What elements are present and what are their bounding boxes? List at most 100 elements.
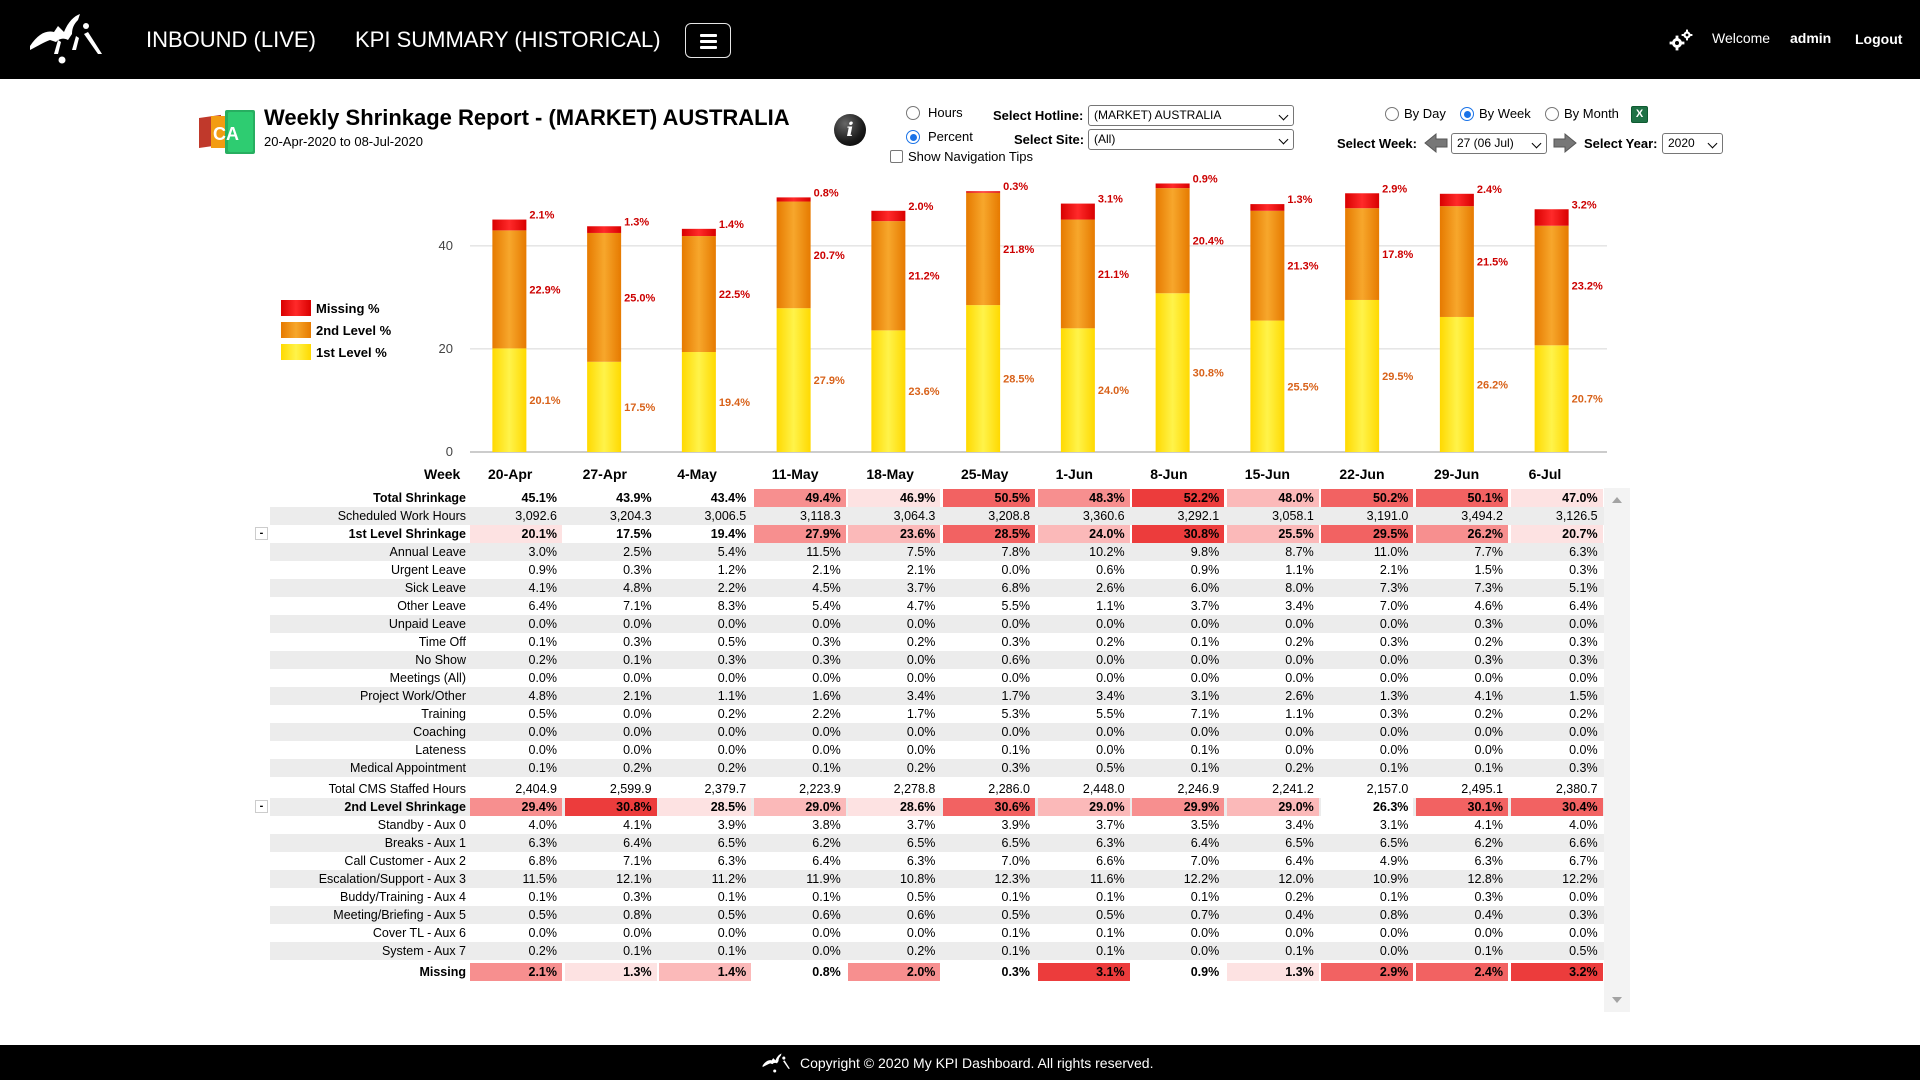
site-select[interactable]: (All)	[1088, 129, 1294, 150]
table-cell: 43.4%	[659, 489, 752, 507]
table-cell: 0.0%	[717, 725, 747, 739]
table-cell: 0.0%	[623, 926, 652, 940]
table-row: Standby - Aux 0 4.0% 4.1% 3.9% 3.8% 3.7% 3.9% 3…	[270, 816, 1604, 834]
table-cell: 0.0%	[1379, 617, 1409, 631]
table-cell: 3.7%	[906, 818, 936, 832]
first-level-bar	[776, 308, 811, 452]
missing-bar	[1250, 204, 1285, 211]
table-cell: 52.2%	[1132, 489, 1225, 507]
collapse-toggle-button[interactable]: -	[255, 527, 268, 540]
row-label: Total CMS Staffed Hours	[328, 782, 466, 796]
first-level-bar	[492, 348, 527, 452]
table-cell: 1.1%	[717, 689, 747, 703]
by-day-label: By Day	[1404, 106, 1446, 121]
table-scrollbar[interactable]	[1604, 488, 1630, 1012]
missing-value-label: 2.0%	[908, 201, 933, 213]
welcome-text: Welcome	[1712, 30, 1771, 46]
week-header: Week	[424, 466, 461, 482]
table-cell: 0.0%	[528, 743, 558, 757]
table-cell: 6.2%	[812, 836, 841, 850]
column-header: 15-Jun	[1244, 466, 1290, 482]
table-cell: 1.3%	[1226, 963, 1319, 981]
table-cell: 0.3%	[1474, 617, 1504, 631]
table-cell: 0.0%	[1379, 944, 1409, 958]
table-cell: 5.4%	[717, 545, 747, 559]
table-cell: 0.0%	[1379, 926, 1409, 940]
table-cell: 0.3%	[1474, 890, 1504, 904]
missing-value-label: 0.3%	[1003, 181, 1028, 193]
radio-hours[interactable]	[906, 106, 920, 120]
app-logo-icon[interactable]	[28, 10, 108, 68]
missing-bar	[1155, 183, 1190, 189]
collapse-toggle-button[interactable]: -	[255, 800, 268, 813]
year-value: 2020	[1668, 136, 1695, 150]
table-cell: 0.3%	[1001, 761, 1031, 775]
table-cell: 0.1%	[528, 761, 558, 775]
table-cell: 6.3%	[1569, 545, 1598, 559]
table-cell: 10.8%	[899, 872, 936, 886]
table-cell: 2.9%	[1321, 963, 1414, 981]
nav-tips-checkbox[interactable]	[890, 150, 903, 163]
table-cell: 0.0%	[1096, 725, 1125, 739]
table-cell: 0.9%	[1190, 563, 1220, 577]
table-cell: 2.2%	[812, 707, 841, 721]
missing-value-label: 1.4%	[719, 219, 744, 231]
table-cell: 1.3%	[564, 963, 657, 981]
table-cell: 0.1%	[812, 761, 841, 775]
table-cell: 0.1%	[1190, 743, 1220, 757]
first-level-bar	[1155, 293, 1190, 452]
table-cell: 26.2%	[1416, 525, 1508, 543]
scroll-up-arrow-icon[interactable]	[1612, 497, 1622, 503]
first-level-value-label: 27.9%	[814, 375, 845, 387]
table-cell: 1.5%	[1474, 563, 1504, 577]
missing-bar	[1060, 203, 1095, 220]
table-cell: 4.6%	[1474, 599, 1504, 613]
year-select[interactable]: 2020	[1662, 133, 1723, 154]
radio-by-week[interactable]	[1460, 107, 1474, 121]
table-cell: 25.5%	[1226, 525, 1319, 543]
table-cell: 0.1%	[1190, 635, 1220, 649]
column-header: 6-Jul	[1528, 466, 1562, 482]
table-cell: 0.5%	[528, 908, 558, 922]
settings-gear-icon[interactable]	[1668, 28, 1694, 52]
excel-export-icon[interactable]: X	[1631, 106, 1648, 123]
radio-by-month[interactable]	[1545, 107, 1559, 121]
row-label: Urgent Leave	[390, 563, 466, 577]
week-select[interactable]: 27 (06 Jul)	[1451, 133, 1547, 154]
table-cell: 0.1%	[623, 944, 652, 958]
hotline-select[interactable]: (MARKET) AUSTRALIA	[1088, 105, 1294, 126]
next-week-arrow-icon[interactable]	[1553, 132, 1577, 154]
table-cell: 7.0%	[1379, 599, 1409, 613]
prev-week-arrow-icon[interactable]	[1424, 132, 1448, 154]
radio-by-day[interactable]	[1385, 107, 1399, 121]
table-cell: 2.6%	[1285, 689, 1314, 703]
first-level-bar	[1060, 328, 1095, 452]
table-cell: 0.0%	[1096, 743, 1125, 757]
row-label: Breaks - Aux 1	[384, 836, 466, 850]
select-year-label: Select Year:	[1584, 136, 1658, 151]
table-cell: 2.5%	[623, 545, 652, 559]
nav-inbound-live[interactable]: INBOUND (LIVE)	[146, 27, 316, 52]
table-cell: 0.3%	[1474, 653, 1504, 667]
table-row: Total CMS Staffed Hours 2,404.9 2,599.9 2,3…	[270, 780, 1604, 798]
row-label: Time Off	[418, 635, 466, 649]
radio-percent[interactable]	[906, 130, 920, 144]
site-value: (All)	[1094, 132, 1116, 146]
info-icon[interactable]: i	[834, 114, 866, 146]
logout-link[interactable]: Logout	[1855, 31, 1903, 47]
select-hotline-label: Select Hotline:	[993, 108, 1084, 123]
table-cell: 7.8%	[1001, 545, 1031, 559]
table-cell: 43.9%	[564, 489, 657, 507]
table-cell: 0.0%	[1190, 944, 1220, 958]
table-cell: 0.0%	[1569, 743, 1598, 757]
table-cell: 0.0%	[906, 671, 936, 685]
table-cell: 0.0%	[1190, 653, 1220, 667]
hamburger-menu-button[interactable]	[685, 23, 731, 58]
table-cell: 27.9%	[753, 525, 846, 543]
table-cell: 0.4%	[1285, 908, 1314, 922]
nav-kpi-summary[interactable]: KPI SUMMARY (HISTORICAL)	[355, 27, 661, 52]
scroll-down-arrow-icon[interactable]	[1612, 997, 1622, 1003]
table-cell: 4.1%	[1474, 689, 1504, 703]
missing-bar	[492, 219, 527, 231]
table-cell: 2,223.9	[799, 782, 841, 796]
